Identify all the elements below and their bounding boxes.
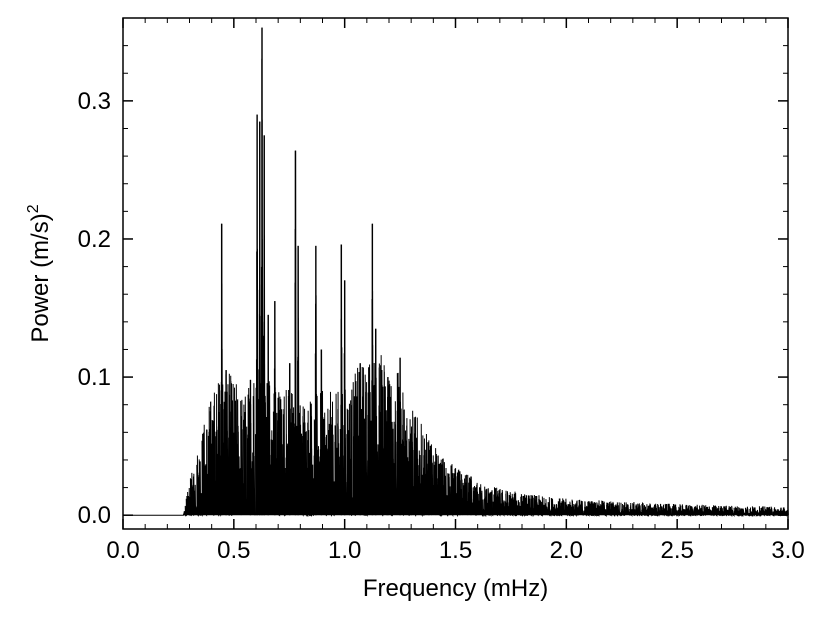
x-tick-label: 0.0: [106, 537, 139, 564]
y-tick-label: 0.0: [78, 502, 111, 529]
x-axis-title: Frequency (mHz): [363, 575, 548, 602]
x-tick-label: 0.5: [217, 537, 250, 564]
x-tick-label: 1.0: [328, 537, 361, 564]
x-tick-label: 2.0: [550, 537, 583, 564]
y-tick-label: 0.3: [78, 88, 111, 115]
y-axis-title-main: Power (m/s): [27, 213, 54, 342]
y-tick-label: 0.1: [78, 364, 111, 391]
x-tick-label: 3.0: [771, 537, 804, 564]
axis-ticks: [122, 18, 789, 529]
spectrum-line: [122, 27, 789, 518]
spectrum-series: [122, 27, 789, 518]
y-axis-title-superscript: 2: [25, 204, 42, 213]
y-axis-title: Power (m/s)2: [25, 204, 54, 342]
axis-tick-labels: 0.0 0.5 1.0 1.5 2.0 2.5 3.0 0.0 0.1 0.2 0.3: [78, 88, 805, 564]
y-tick-label: 0.2: [78, 226, 111, 253]
x-tick-label: 1.5: [439, 537, 472, 564]
x-tick-label: 2.5: [660, 537, 693, 564]
